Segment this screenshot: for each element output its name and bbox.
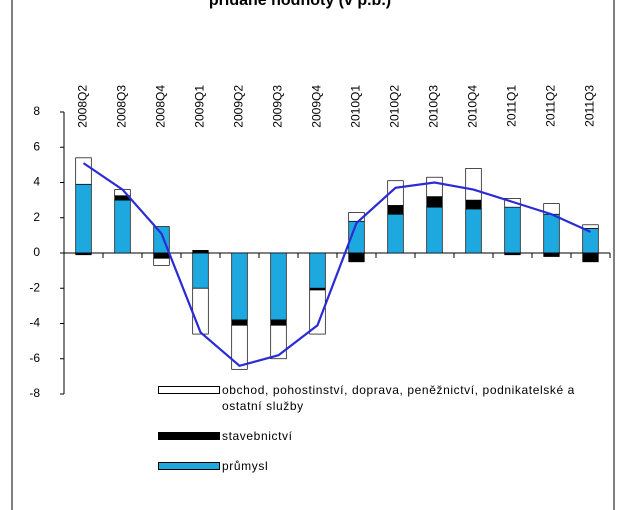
- legend-item: obchod, pohostinství, doprava, peněžnict…: [158, 382, 578, 414]
- x-tick-label: 2009Q3: [271, 85, 285, 128]
- bar-segment: [270, 324, 287, 360]
- bar-segment: [309, 289, 326, 335]
- bar-segment: [387, 205, 404, 215]
- bar-segment: [192, 252, 209, 289]
- bar-segment: [582, 252, 599, 263]
- x-tick-label: 2010Q2: [388, 85, 402, 128]
- bar-segment: [543, 213, 560, 254]
- bar-segment: [582, 227, 599, 254]
- y-tick-label: -2: [29, 280, 40, 294]
- bar-segment: [153, 257, 170, 266]
- legend-swatch: [158, 386, 220, 394]
- y-tick-label: 0: [33, 245, 40, 259]
- bar-segment: [504, 252, 521, 256]
- y-tick-label: 4: [33, 175, 40, 189]
- legend-label: obchod, pohostinství, doprava, peněžnict…: [222, 383, 575, 413]
- x-tick-label: 2008Q2: [76, 85, 90, 128]
- bar-segment: [426, 206, 443, 254]
- x-tick-label: 2011Q3: [583, 85, 597, 127]
- bar-segment: [426, 176, 443, 197]
- bar-segment: [114, 199, 131, 254]
- x-tick-label: 2011Q2: [544, 85, 558, 127]
- x-tick-label: 2010Q3: [427, 85, 441, 128]
- legend-label: průmysl: [222, 459, 269, 473]
- bar-segment: [270, 252, 287, 321]
- bar-segment: [465, 168, 482, 201]
- bar-segment: [348, 252, 365, 263]
- bar-segment: [75, 183, 92, 254]
- x-tick-label: 2009Q4: [310, 85, 324, 128]
- bar-segment: [153, 252, 170, 259]
- x-tick-label: 2008Q4: [154, 85, 168, 128]
- legend-swatch: [158, 462, 220, 470]
- x-tick-label: 2009Q2: [232, 85, 246, 128]
- bar-segment: [270, 319, 287, 326]
- bar-segment: [192, 287, 209, 335]
- frame: [11, 0, 615, 510]
- bar-segment: [231, 324, 248, 370]
- bar-segment: [504, 206, 521, 254]
- line: [82, 162, 591, 368]
- x-tick-label: 2011Q1: [505, 85, 519, 127]
- bar-segment: [309, 252, 326, 289]
- x-tick-label: 2009Q1: [193, 85, 207, 128]
- y-tick-label: -4: [29, 316, 40, 330]
- y-tick-label: 8: [33, 104, 40, 118]
- y-tick-label: -8: [29, 386, 40, 400]
- chart-title: přidané hodnoty (v p.b.): [209, 0, 391, 9]
- legend-item: průmysl: [158, 458, 578, 474]
- x-tick-label: 2010Q4: [466, 85, 480, 128]
- bar-segment: [75, 157, 92, 185]
- legend-swatch: [158, 432, 220, 440]
- legend-item: stavebnictví: [158, 428, 578, 444]
- bar-segment: [192, 250, 209, 254]
- bar-segment: [465, 199, 482, 210]
- y-tick-label: -6: [29, 351, 40, 365]
- bar-segment: [231, 319, 248, 326]
- bar-segment: [75, 252, 92, 256]
- bar-segment: [465, 208, 482, 254]
- bar-segment: [426, 196, 443, 208]
- bar-segment: [582, 224, 599, 229]
- bar-segment: [543, 252, 560, 257]
- x-tick-label: 2008Q3: [115, 85, 129, 128]
- bar-segment: [387, 213, 404, 254]
- y-tick-label: 6: [33, 139, 40, 153]
- x-tick-label: 2010Q1: [349, 85, 363, 128]
- bar-segment: [231, 252, 248, 321]
- legend: obchod, pohostinství, doprava, peněžnict…: [158, 382, 578, 488]
- y-tick-label: 2: [33, 210, 40, 224]
- legend-label: stavebnictví: [222, 429, 293, 443]
